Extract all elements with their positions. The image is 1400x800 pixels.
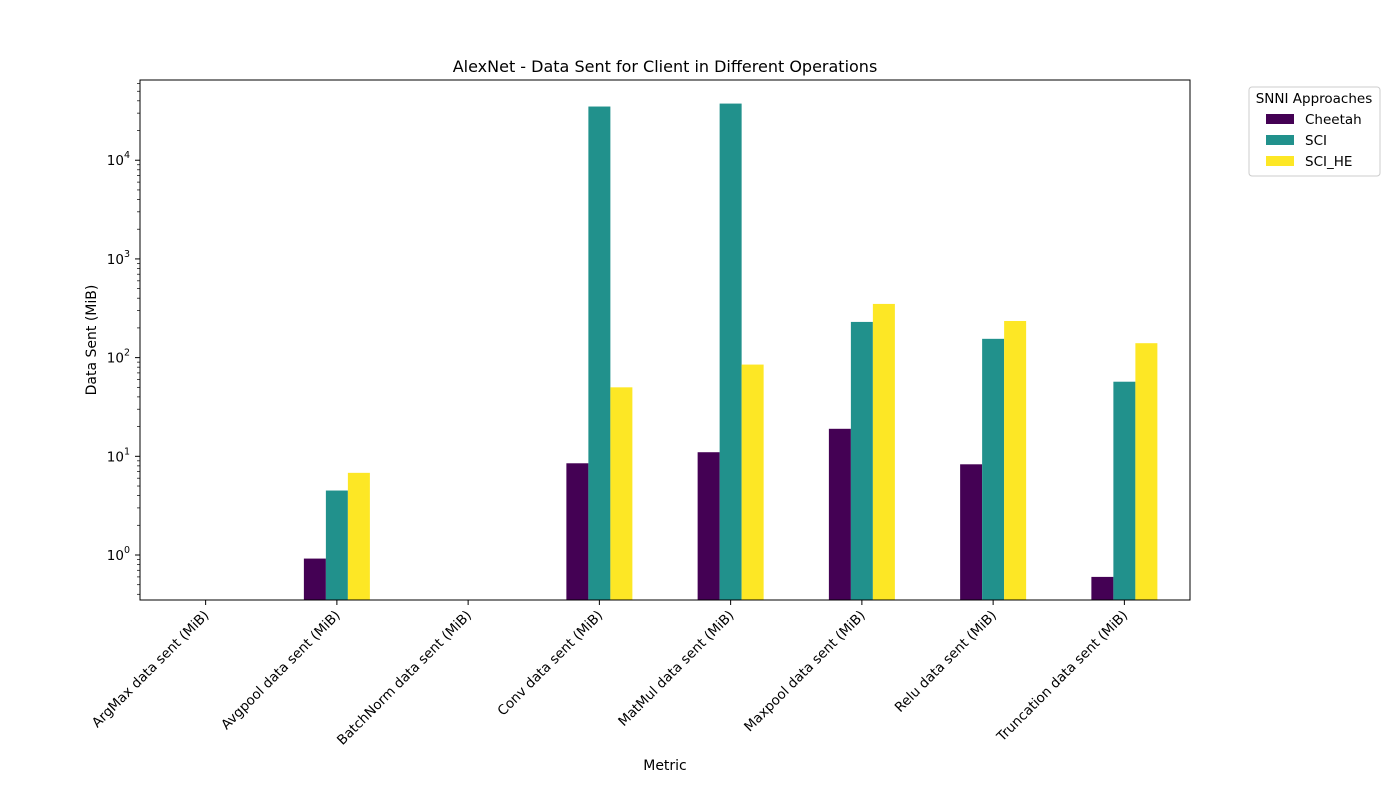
bar-sci-he-7 bbox=[1135, 343, 1158, 600]
bars-layer bbox=[303, 103, 1158, 600]
bar-sci-he-4 bbox=[741, 364, 764, 600]
legend-title: SNNI Approaches bbox=[1256, 91, 1373, 107]
chart-title: AlexNet - Data Sent for Client in Differ… bbox=[453, 57, 878, 76]
bar-sci-7 bbox=[1113, 381, 1136, 600]
y-tick-label: 102 bbox=[107, 348, 130, 367]
legend-swatch-cheetah bbox=[1266, 114, 1294, 124]
y-tick-label: 103 bbox=[107, 249, 130, 268]
bar-sci-1 bbox=[325, 490, 348, 600]
bar-cheetah-4 bbox=[697, 452, 720, 600]
bar-cheetah-7 bbox=[1091, 576, 1114, 600]
y-axis-label: Data Sent (MiB) bbox=[84, 285, 100, 396]
bar-sci-6 bbox=[982, 338, 1005, 600]
y-axis: 100 101 102 103 104 bbox=[107, 83, 140, 595]
bar-sci-3 bbox=[588, 106, 611, 600]
bar-sci-he-6 bbox=[1004, 320, 1027, 600]
legend-label: SCI bbox=[1305, 133, 1327, 149]
x-tick-label: Maxpool data sent (MiB) bbox=[741, 608, 869, 736]
legend-frame bbox=[1248, 86, 1381, 177]
y-tick-label: 101 bbox=[107, 446, 130, 465]
x-tick-label: Conv data sent (MiB) bbox=[495, 608, 607, 720]
bar-sci-he-1 bbox=[347, 472, 370, 600]
legend-label: SCI_HE bbox=[1305, 154, 1352, 170]
bar-sci-he-5 bbox=[872, 303, 895, 600]
bar-sci-5 bbox=[850, 321, 873, 600]
x-tick-label: Avgpool data sent (MiB) bbox=[218, 608, 344, 734]
plot-frame bbox=[139, 79, 1191, 601]
x-tick-label: BatchNorm data sent (MiB) bbox=[334, 608, 475, 749]
bar-cheetah-5 bbox=[828, 428, 851, 600]
bar-sci-4 bbox=[719, 103, 742, 600]
x-tick-label: MatMul data sent (MiB) bbox=[615, 608, 737, 730]
bar-cheetah-3 bbox=[566, 463, 589, 600]
bar-cheetah-6 bbox=[960, 464, 983, 600]
legend-swatch-sci-he bbox=[1266, 156, 1294, 166]
bar-cheetah-1 bbox=[303, 558, 326, 600]
legend-swatch-sci bbox=[1266, 135, 1294, 145]
legend: SNNI Approaches Cheetah SCI SCI_HE bbox=[1248, 86, 1381, 177]
bar-sci-he-3 bbox=[610, 387, 633, 600]
y-tick-label: 104 bbox=[107, 150, 130, 169]
x-axis-label: Metric bbox=[643, 758, 687, 774]
legend-label: Cheetah bbox=[1305, 112, 1362, 128]
x-tick-label: Truncation data sent (MiB) bbox=[993, 608, 1131, 746]
x-tick-label: Relu data sent (MiB) bbox=[892, 608, 1000, 716]
x-tick-label: ArgMax data sent (MiB) bbox=[89, 608, 213, 732]
x-axis: ArgMax data sent (MiB) Avgpool data sent … bbox=[89, 600, 1131, 748]
y-tick-label: 100 bbox=[107, 545, 130, 564]
